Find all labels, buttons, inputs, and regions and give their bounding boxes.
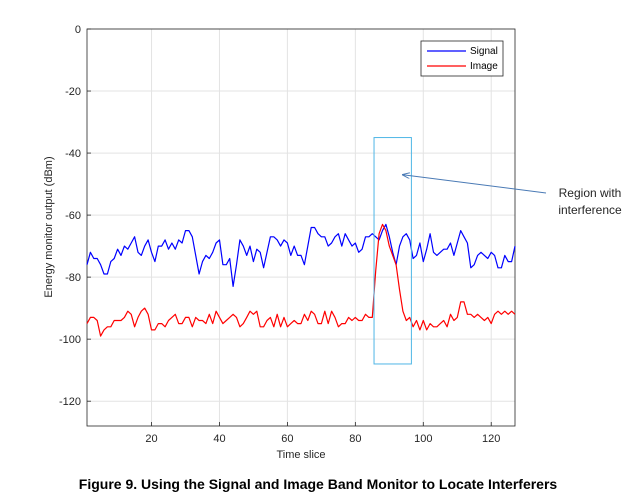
y-tick-label: -80 [65,272,81,284]
axis-ticks: 20 40 60 80 100 120 0 -20 -40 -60 -80 -100 -120 [59,24,500,445]
legend-box [420,40,504,77]
legend-image-label: Image [470,61,498,72]
y-tick-label: 0 [75,24,81,36]
y-tick-label: -20 [65,86,81,98]
grid-lines [87,28,515,426]
legend-signal-label: Signal [470,46,498,57]
plot-area [86,28,516,427]
y-tick-label: -120 [59,396,81,408]
x-tick-label: 120 [482,433,500,445]
y-tick-label: -40 [65,148,81,160]
series-line-image [86,223,516,337]
x-tick-label: 60 [281,433,293,445]
x-axis-label: Time slice [276,449,325,461]
interference-region-box [373,137,412,365]
x-tick-label: 40 [213,433,225,445]
y-tick-label: -60 [65,210,81,222]
annotation-arrow [403,175,547,194]
figure-caption: Figure 9. Using the Signal and Image Ban… [78,476,558,492]
series-line-signal [86,223,516,287]
x-tick-label: 20 [145,433,157,445]
y-tick-label: -100 [59,334,81,346]
legend: Signal Image [420,40,504,77]
x-tick-label: 80 [349,433,361,445]
series-layer [86,223,516,337]
y-axis-label: Energy monitor output (dBm) [43,156,55,297]
annotation-text: Region with interference [548,185,632,219]
annotation-line-1: Region with [558,186,622,200]
annotation-line-2: interference [558,203,622,217]
x-tick-label: 100 [414,433,432,445]
